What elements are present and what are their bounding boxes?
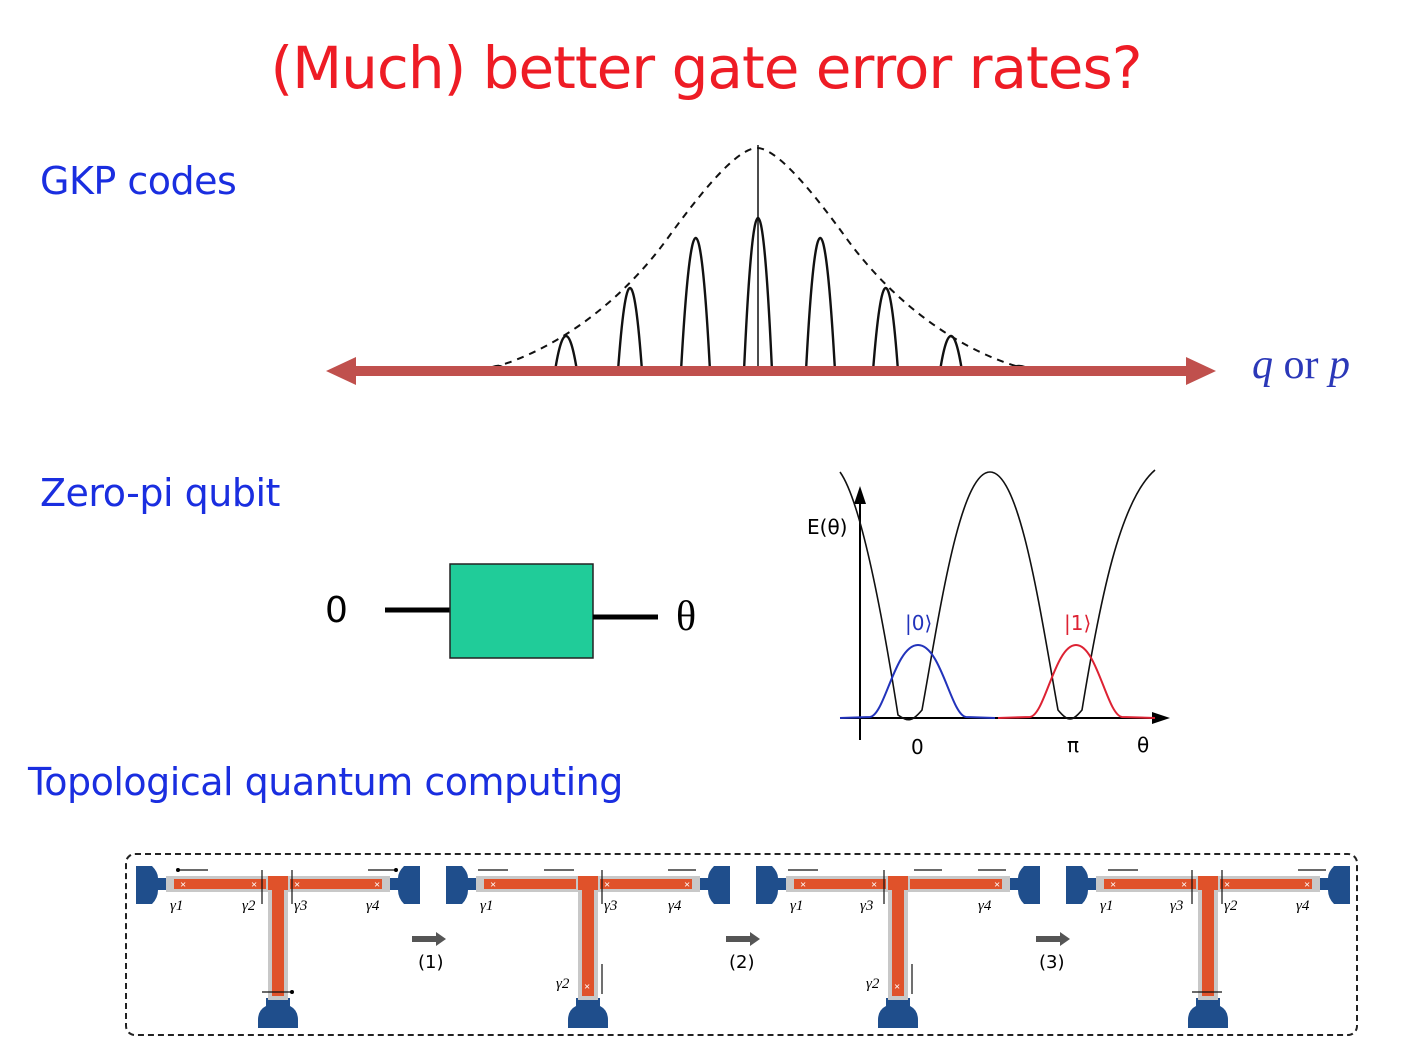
gkp-axis-arrow — [326, 357, 1216, 385]
svg-text:×: × — [871, 879, 877, 891]
gate-output-label: θ — [676, 594, 697, 640]
gkp-comb-plot — [326, 145, 1216, 385]
svg-text:γ2: γ2 — [556, 976, 570, 992]
potential-curve — [839, 469, 1156, 721]
svg-text:×: × — [584, 981, 590, 993]
zero-pi-heading: Zero-pi qubit — [40, 471, 280, 515]
svg-text:×: × — [1224, 879, 1230, 891]
svg-text:γ4: γ4 — [366, 898, 380, 914]
svg-text:×: × — [1304, 879, 1310, 891]
braiding-panel-1: × × × × γ1 γ2 γ3 γ4 — [136, 866, 420, 1028]
step-arrow-3 — [1036, 932, 1070, 946]
svg-text:γ2: γ2 — [1224, 898, 1238, 914]
step-label-3: (3) — [1039, 952, 1065, 973]
braiding-panel-2: × × × × γ1 γ3 γ4 γ2 — [446, 866, 730, 1028]
x-axis-label: θ — [1137, 733, 1150, 757]
svg-text:γ1: γ1 — [170, 898, 183, 914]
state1-wavefunction — [997, 643, 1156, 719]
step-label-1: (1) — [418, 952, 444, 973]
svg-text:×: × — [684, 879, 690, 891]
gkp-peaks — [485, 145, 1033, 372]
step-arrow-2 — [726, 932, 760, 946]
svg-text:×: × — [180, 879, 186, 891]
svg-text:γ1: γ1 — [1100, 898, 1113, 914]
svg-text:γ4: γ4 — [1296, 898, 1310, 914]
braiding-panel-3: × × × × γ1 γ3 γ4 γ2 — [756, 866, 1040, 1028]
gkp-axis-label: q or p — [1252, 340, 1350, 390]
svg-text:γ3: γ3 — [860, 898, 873, 914]
x-axis-arrow-icon — [1152, 712, 1170, 724]
topological-heading: Topological quantum computing — [28, 760, 623, 804]
svg-text:×: × — [1110, 879, 1116, 891]
svg-text:×: × — [294, 879, 300, 891]
axis-label-p: p — [1329, 342, 1350, 388]
svg-text:×: × — [800, 879, 806, 891]
zero-pi-gate-diagram — [385, 563, 658, 659]
svg-text:γ4: γ4 — [978, 898, 992, 914]
gate-box — [449, 563, 594, 659]
axis-label-or: or — [1283, 342, 1319, 388]
svg-text:γ2: γ2 — [242, 898, 256, 914]
energy-axis-label: E(θ) — [807, 515, 848, 539]
svg-text:×: × — [251, 879, 257, 891]
state0-wavefunction — [839, 643, 996, 719]
svg-text:×: × — [374, 879, 380, 891]
svg-text:×: × — [894, 981, 900, 993]
energy-plot — [839, 469, 1170, 740]
svg-text:γ2: γ2 — [866, 976, 880, 992]
y-axis-arrow-icon — [854, 486, 866, 504]
state1-label: |1⟩ — [1064, 611, 1092, 635]
braiding-diagrams: × × × × γ1 γ2 γ3 γ4 × × × × γ1 γ3 γ4 γ2 — [136, 866, 1350, 1028]
svg-text:γ3: γ3 — [294, 898, 307, 914]
slide-title: (Much) better gate error rates? — [270, 34, 1143, 102]
x-tick-pi: π — [1067, 733, 1080, 757]
gkp-envelope — [479, 146, 1035, 372]
svg-text:γ4: γ4 — [668, 898, 682, 914]
gate-input-label: 0 — [325, 590, 348, 631]
svg-text:γ1: γ1 — [480, 898, 493, 914]
svg-text:×: × — [1181, 879, 1187, 891]
braiding-panel-frame — [125, 853, 1358, 1036]
svg-text:×: × — [604, 879, 610, 891]
svg-text:×: × — [490, 879, 496, 891]
step-arrow-1 — [412, 932, 446, 946]
svg-text:γ3: γ3 — [1170, 898, 1183, 914]
svg-text:×: × — [994, 879, 1000, 891]
svg-text:γ3: γ3 — [604, 898, 617, 914]
step-label-2: (2) — [729, 952, 755, 973]
axis-label-q: q — [1252, 342, 1273, 388]
state0-label: |0⟩ — [905, 611, 933, 635]
gkp-heading: GKP codes — [40, 159, 237, 203]
svg-text:γ1: γ1 — [790, 898, 803, 914]
x-tick-0: 0 — [911, 735, 924, 759]
braiding-panel-4: × × × × γ1 γ3 γ2 γ4 — [1066, 866, 1350, 1028]
